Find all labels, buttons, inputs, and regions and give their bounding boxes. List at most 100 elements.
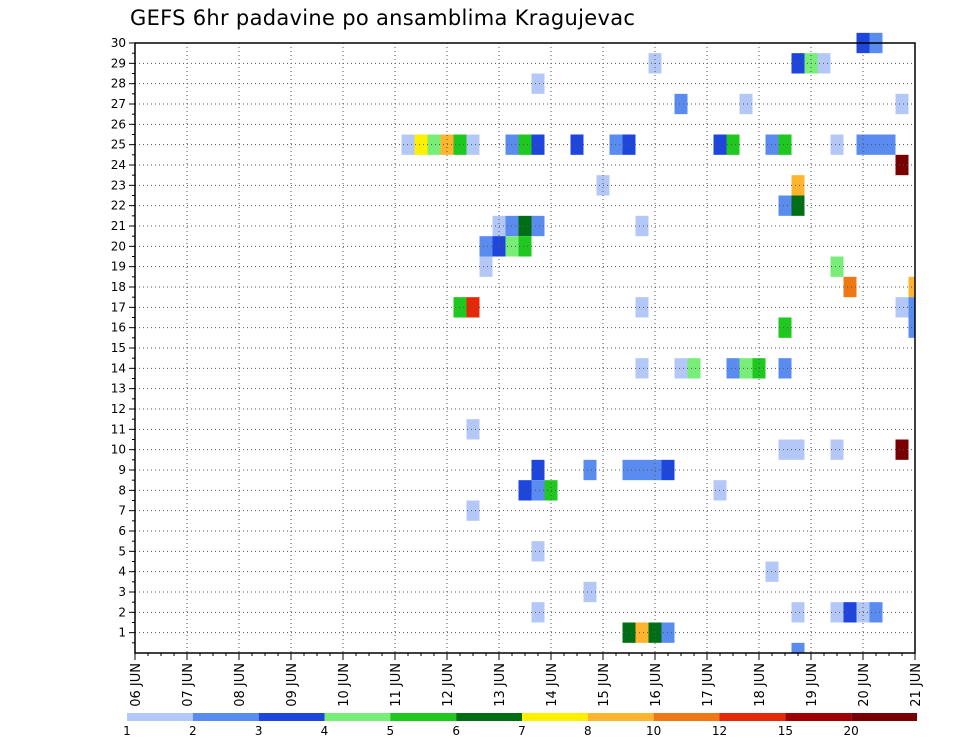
x-tick-label: 13 JUN (493, 663, 508, 707)
grid-layer (135, 43, 915, 653)
heatmap-cell (843, 276, 857, 298)
heatmap-cell (531, 459, 545, 481)
y-tick-label: 25 (111, 138, 126, 152)
x-tick-label: 21 JUN (909, 663, 924, 707)
heatmap-cell (830, 602, 844, 623)
heatmap-cell (895, 93, 909, 115)
legend-swatch (258, 713, 325, 721)
heatmap-cell (739, 358, 753, 379)
x-tick-label: 08 JUN (233, 663, 248, 707)
legend-swatch (785, 713, 852, 721)
x-tick-label: 15 JUN (597, 663, 612, 707)
heatmap-cell (778, 195, 792, 216)
y-tick-label: 22 (111, 199, 126, 213)
heatmap-cell (427, 134, 441, 155)
y-tick-label: 24 (111, 158, 126, 172)
heatmap-cell (791, 195, 805, 216)
x-tick-label: 19 JUN (805, 663, 820, 707)
heatmap-cell (843, 602, 857, 623)
legend-swatch (587, 713, 654, 721)
x-tick-label: 10 JUN (337, 663, 352, 707)
heatmap-cell (882, 134, 896, 155)
legend-label: 12 (712, 724, 727, 738)
heatmap-cell (895, 154, 909, 176)
heatmap-cell (674, 93, 688, 115)
heatmap-cell (466, 500, 480, 521)
heatmap-cell (531, 541, 545, 562)
heatmap-cell (830, 134, 844, 155)
y-tick-label: 2 (118, 605, 126, 619)
heatmap-cell (635, 622, 649, 643)
heatmap-cell (830, 256, 844, 277)
x-tick-label: 06 JUN (129, 663, 144, 707)
legend-swatch (324, 713, 391, 721)
heatmap-cell (635, 459, 649, 481)
y-tick-label: 21 (111, 219, 126, 233)
y-tick-label: 5 (118, 544, 126, 558)
y-tick-label: 19 (111, 260, 126, 274)
heatmap-cell (570, 134, 584, 155)
heatmap-cell (479, 236, 493, 257)
y-tick-label: 3 (118, 585, 126, 599)
y-tick-label: 14 (111, 361, 126, 375)
colorbar-legend: 1 2 3 4 5 6 7 8 10 12 15 20 (123, 713, 917, 738)
heatmap-cell (622, 134, 636, 155)
y-tick-label: 10 (111, 443, 126, 457)
y-tick-label: 11 (111, 422, 126, 436)
heatmap-cell (726, 358, 740, 379)
heatmap-cell (778, 134, 792, 155)
legend-label: 7 (518, 724, 526, 738)
heatmap-cell (687, 358, 701, 379)
heatmap-cell (531, 480, 545, 501)
y-tick-label: 30 (111, 36, 126, 50)
cells-layer (401, 32, 915, 653)
legend-swatch (653, 713, 720, 721)
y-tick-label: 7 (118, 504, 126, 518)
heatmap-cell (518, 215, 532, 237)
heatmap-cell (830, 439, 844, 460)
x-tick-label: 18 JUN (753, 663, 768, 707)
legend-label: 5 (387, 724, 395, 738)
y-tick-label: 13 (111, 382, 126, 396)
y-tick-label: 4 (118, 565, 126, 579)
heatmap-cell (583, 459, 597, 481)
heatmap-cell (778, 317, 792, 338)
legend-label: 20 (844, 724, 859, 738)
legend-label: 3 (255, 724, 263, 738)
y-tick-label: 12 (111, 402, 126, 416)
legend-swatch (192, 713, 259, 721)
legend-label: 4 (321, 724, 329, 738)
legend-swatch (127, 713, 193, 721)
x-tick-label: 14 JUN (545, 663, 560, 707)
heatmap-cell (466, 134, 480, 155)
heatmap-cell (791, 602, 805, 623)
legend-swatch (390, 713, 457, 721)
y-tick-label: 28 (111, 77, 126, 91)
legend-label: 1 (123, 724, 131, 738)
heatmap-cell (583, 581, 597, 603)
heatmap-cell (895, 297, 909, 318)
legend-label: 6 (452, 724, 460, 738)
heatmap-cell (778, 358, 792, 379)
axes-layer: 1234567891011121314151617181920212223242… (111, 36, 924, 707)
heatmap-cell (895, 439, 909, 460)
legend-label: 15 (778, 724, 793, 738)
y-tick-label: 15 (111, 341, 126, 355)
legend-swatch (522, 713, 588, 721)
x-tick-label: 11 JUN (389, 663, 404, 707)
legend-swatch (456, 713, 522, 721)
y-tick-label: 16 (111, 321, 126, 335)
heatmap-cell (531, 602, 545, 623)
x-tick-label: 20 JUN (857, 663, 872, 707)
heatmap-cell (778, 439, 792, 460)
y-tick-label: 8 (118, 483, 126, 497)
heatmap-cell (635, 358, 649, 379)
y-tick-label: 17 (111, 300, 126, 314)
heatmap-cell (531, 134, 545, 155)
heatmap-cell (739, 93, 753, 115)
heatmap-cell (635, 215, 649, 237)
heatmap-cell (518, 236, 532, 257)
y-tick-label: 18 (111, 280, 126, 294)
heatmap-cell (466, 297, 480, 318)
